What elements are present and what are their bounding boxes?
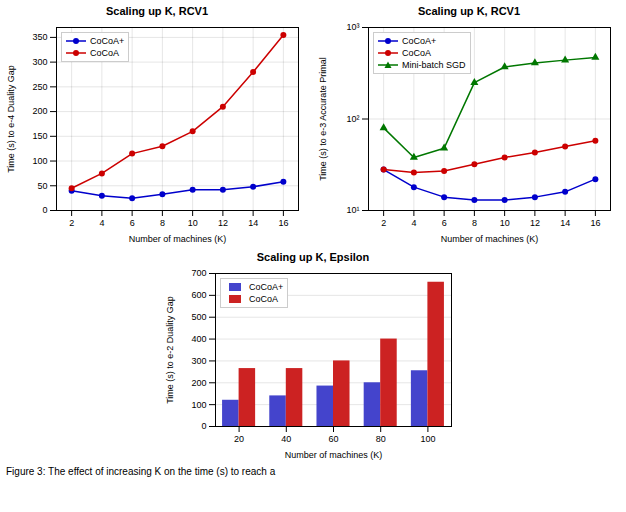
- svg-text:12: 12: [530, 218, 540, 228]
- svg-text:14: 14: [560, 218, 570, 228]
- svg-text:8: 8: [160, 218, 165, 228]
- svg-text:400: 400: [191, 334, 206, 344]
- svg-text:60: 60: [328, 434, 338, 444]
- svg-text:6: 6: [130, 218, 135, 228]
- svg-text:10: 10: [188, 218, 198, 228]
- svg-text:Time (s) to e-2 Duality Gap: Time (s) to e-2 Duality Gap: [165, 296, 175, 404]
- svg-text:300: 300: [32, 57, 47, 67]
- svg-text:2: 2: [69, 218, 74, 228]
- html-text:CoCoA+: CoCoA+: [90, 36, 125, 46]
- svg-text:Number of machines (K): Number of machines (K): [441, 234, 539, 244]
- svg-text:700: 700: [191, 268, 206, 278]
- svg-text:4: 4: [411, 218, 416, 228]
- svg-text:10¹: 10¹: [346, 205, 359, 215]
- svg-text:Time (s) to e-4 Duality Gap: Time (s) to e-4 Duality Gap: [6, 65, 16, 173]
- svg-text:2: 2: [381, 218, 386, 228]
- html-text:CoCoA: CoCoA: [402, 48, 431, 58]
- svg-text:8: 8: [472, 218, 477, 228]
- svg-text:0: 0: [42, 205, 47, 215]
- html-text:CoCoA: CoCoA: [90, 48, 119, 58]
- html-text:CoCoA+: CoCoA+: [249, 282, 284, 292]
- svg-text:Number of machines (K): Number of machines (K): [129, 234, 227, 244]
- svg-text:6: 6: [442, 218, 447, 228]
- svg-text:16: 16: [590, 218, 600, 228]
- svg-text:200: 200: [191, 378, 206, 388]
- svg-text:350: 350: [32, 32, 47, 42]
- html-text:Scaling up K, Epsilon: Scaling up K, Epsilon: [256, 251, 370, 263]
- svg-text:40: 40: [281, 434, 291, 444]
- svg-text:16: 16: [278, 218, 288, 228]
- html-text:CoCoA: CoCoA: [249, 294, 278, 304]
- svg-text:20: 20: [234, 434, 244, 444]
- svg-text:10³: 10³: [346, 22, 359, 32]
- svg-text:100: 100: [420, 434, 435, 444]
- svg-text:500: 500: [191, 312, 206, 322]
- svg-text:100: 100: [191, 400, 206, 410]
- svg-text:250: 250: [32, 82, 47, 92]
- svg-text:10²: 10²: [346, 114, 359, 124]
- svg-text:150: 150: [32, 131, 47, 141]
- svg-text:10: 10: [500, 218, 510, 228]
- svg-text:80: 80: [376, 434, 386, 444]
- svg-text:0: 0: [201, 421, 206, 431]
- svg-text:600: 600: [191, 290, 206, 300]
- html-text:CoCoA+: CoCoA+: [402, 36, 437, 46]
- svg-text:14: 14: [248, 218, 258, 228]
- svg-text:200: 200: [32, 106, 47, 116]
- html-text:Figure 3: The effect of increa: Figure 3: The effect of increasing K on …: [6, 466, 276, 477]
- svg-text:Time (s) to e-3 Accurate Prima: Time (s) to e-3 Accurate Primal: [318, 57, 328, 181]
- svg-text:50: 50: [37, 181, 47, 191]
- html-text:Mini-batch SGD: Mini-batch SGD: [402, 60, 466, 70]
- html-text:Scaling up K, RCV1: Scaling up K, RCV1: [106, 5, 208, 17]
- svg-text:100: 100: [32, 156, 47, 166]
- svg-text:12: 12: [218, 218, 228, 228]
- svg-text:4: 4: [99, 218, 104, 228]
- svg-text:Number of machines (K): Number of machines (K): [285, 450, 383, 460]
- svg-text:300: 300: [191, 356, 206, 366]
- html-text:Scaling up K, RCV1: Scaling up K, RCV1: [418, 5, 520, 17]
